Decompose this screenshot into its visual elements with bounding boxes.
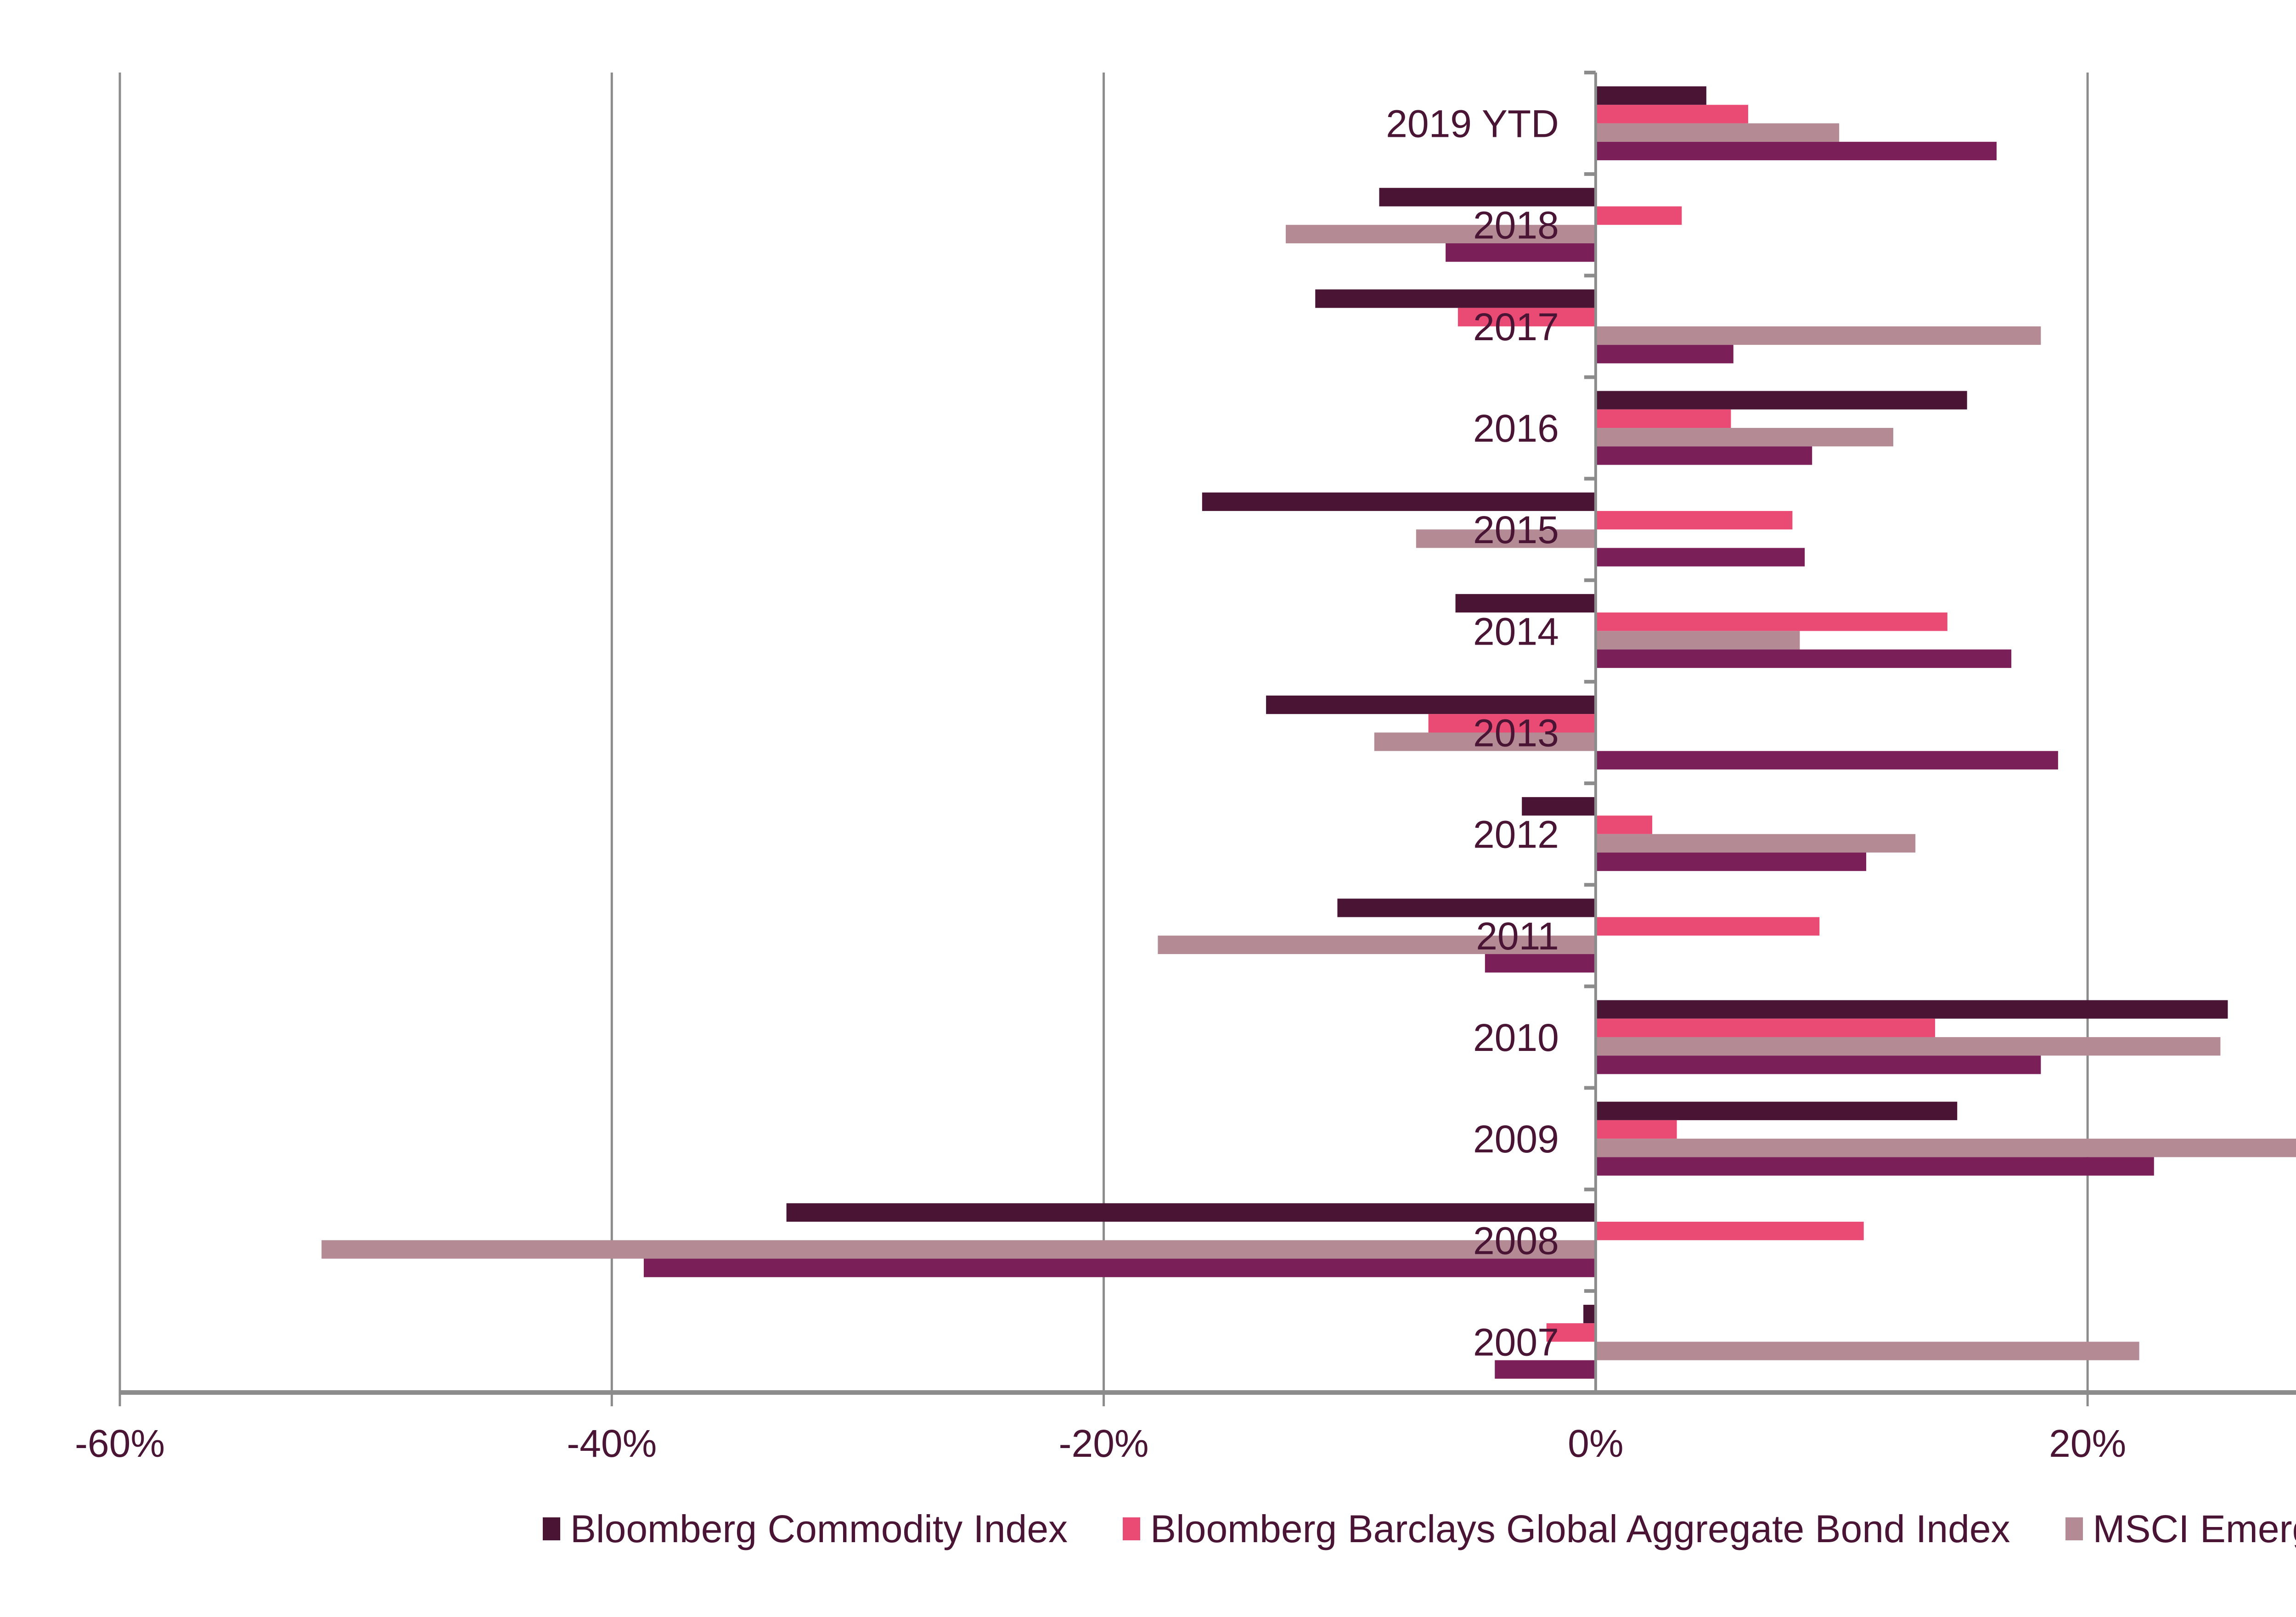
x-tick-label: 20% [2049,1422,2126,1465]
category-labels: 2019 YTD 2018 2017 2016 2015 2014 2013 2012 2011… [1386,102,1559,1364]
x-tick-label: 0% [1568,1422,1623,1465]
bar [1595,391,1967,410]
bar [1416,529,1596,548]
bar [1428,714,1596,733]
gridlines [118,73,2089,1406]
category-label: 2015 [1473,508,1559,551]
bar [1202,492,1596,511]
bar [1595,834,1916,853]
bar [1595,1056,2041,1074]
bar [1583,1304,1596,1324]
category-label: 2019 YTD [1386,102,1559,146]
bar [1595,206,1682,225]
category-label: 2011 [1476,915,1559,958]
legend-label: Bloomberg Commodity Index [570,1507,1068,1550]
bar [1595,1222,1864,1241]
bar-chart: 2019 YTD 2018 2017 2016 2015 2014 2013 2012 2011… [75,71,2296,1465]
bar [1595,1157,2154,1176]
bar [1595,612,1947,631]
bar [1595,409,1731,428]
category-label: 2009 [1473,1117,1559,1161]
x-tick-label: -20% [1059,1422,1149,1465]
bar [1595,511,1793,530]
bar [786,1203,1596,1222]
bar [1595,105,1748,124]
legend: Bloomberg Commodity Index Bloomberg Barcl… [0,1494,2296,1563]
bar [1595,852,1867,871]
bar [1595,123,1840,142]
category-label: 2008 [1473,1219,1559,1262]
bar [1595,1018,1936,1037]
bar [1595,1037,2221,1056]
bars [321,86,2296,1379]
bar [1458,308,1596,326]
bar [1379,188,1596,207]
legend-label: MSCI Emerging Markets Index [2093,1507,2296,1550]
bar [1595,751,2058,769]
bar [1285,225,1596,243]
category-label: 2016 [1473,407,1559,450]
bar [1485,954,1596,973]
legend-item: Bloomberg Commodity Index [542,1507,1068,1551]
bar [643,1258,1596,1277]
bar [1595,917,1820,936]
bar [1595,1101,1958,1120]
bar [1337,898,1596,917]
axes [120,71,2296,1395]
x-tick-label: -60% [75,1422,165,1465]
x-tick-labels: -60%-40%-20%0%20%40%60%80% [75,1422,2126,1465]
bar [1522,797,1596,816]
bar [1595,345,1733,364]
bar [1595,815,1653,834]
bar [1595,649,2012,668]
legend-item: Bloomberg Barclays Global Aggregate Bond… [1123,1507,2010,1551]
legend-label: Bloomberg Barclays Global Aggregate Bond… [1150,1507,2010,1550]
bar [1546,1323,1596,1342]
category-label: 2017 [1473,305,1559,348]
category-label: 2013 [1473,712,1559,755]
bar [1315,289,1596,308]
legend-swatch [1123,1517,1141,1540]
bar [321,1240,1596,1259]
legend-item: MSCI Emerging Markets Index [2065,1507,2296,1551]
bar [1595,1139,2296,1157]
bar [1595,631,1800,650]
bar [1595,1342,2139,1360]
category-label: 2014 [1473,610,1559,653]
bar [1495,1360,1596,1379]
bar [1595,326,2041,345]
x-tick-label: -40% [567,1422,657,1465]
bar [1266,696,1596,714]
bar [1595,1000,2228,1019]
bar [1374,732,1596,751]
bar [1446,243,1596,262]
bar [1595,428,1893,447]
bar [1595,548,1805,567]
bar [1595,1120,1677,1139]
category-label: 2012 [1473,813,1559,856]
legend-swatch [2065,1517,2083,1540]
category-label: 2007 [1473,1320,1559,1364]
category-label: 2018 [1473,204,1559,247]
bar [1595,141,1997,161]
bar [1595,86,1706,105]
category-label: 2010 [1473,1016,1559,1059]
bar [1455,594,1596,613]
bar [1595,446,1812,465]
legend-swatch [542,1517,560,1540]
bar [1158,935,1596,954]
